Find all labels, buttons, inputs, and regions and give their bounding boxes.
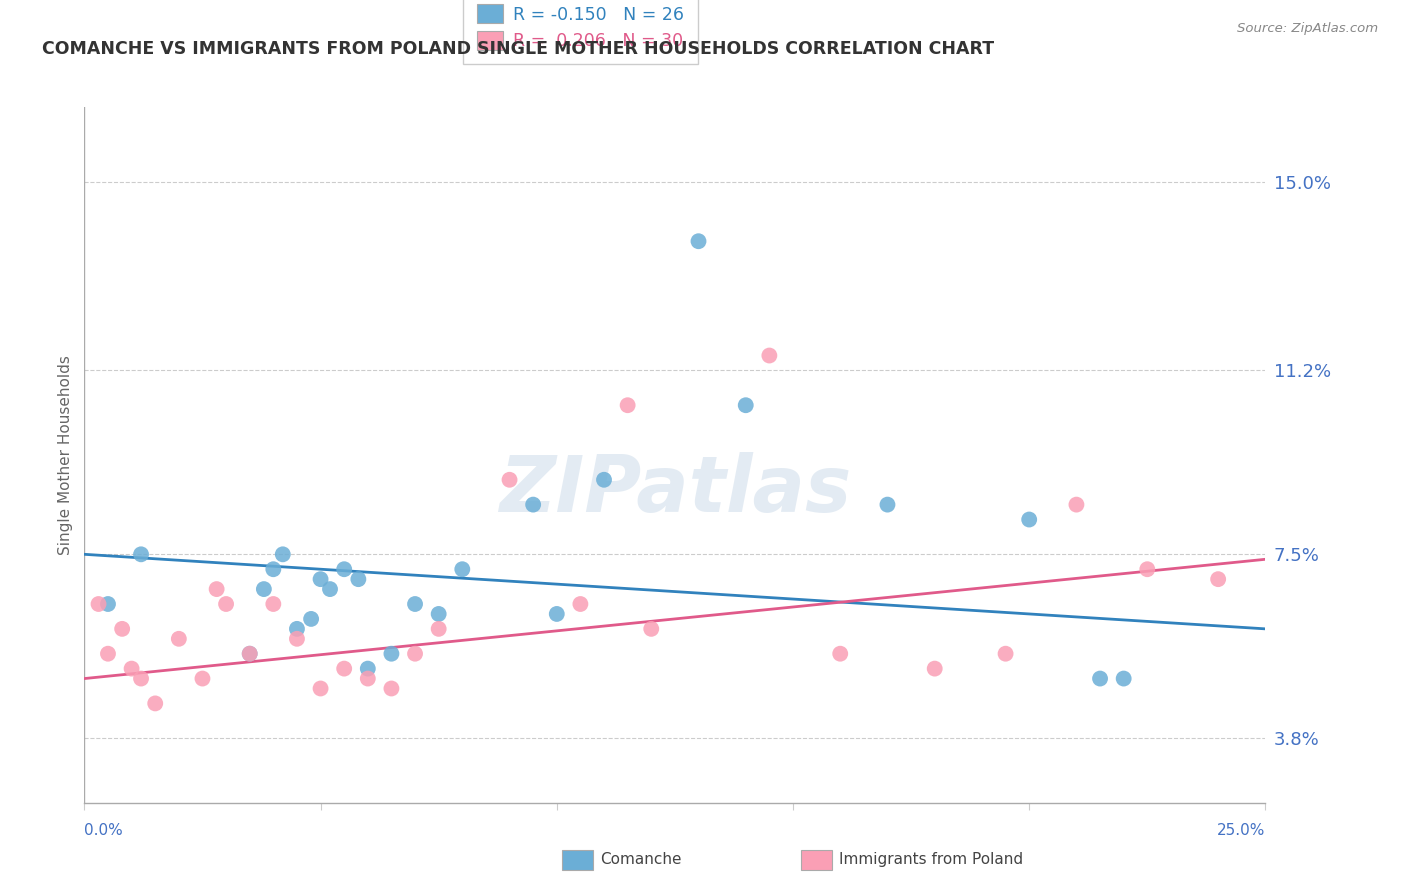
Point (994, 647, 1017, 661)
Point (271, 547, 294, 561)
Point (404, 597, 426, 611)
Point (129, 672, 152, 686)
Point (758, 349, 780, 363)
Point (1206, 572, 1229, 586)
Text: 0.0%: 0.0% (84, 822, 124, 838)
Point (143, 697, 166, 711)
Point (1136, 562, 1159, 576)
Point (347, 572, 370, 586)
Point (333, 562, 356, 576)
Point (309, 572, 332, 586)
Legend: R = -0.150   N = 26, R =  0.206   N = 30: R = -0.150 N = 26, R = 0.206 N = 30 (463, 0, 697, 63)
Point (285, 622, 308, 636)
Text: COMANCHE VS IMMIGRANTS FROM POLAND SINGLE MOTHER HOUSEHOLDS CORRELATION CHART: COMANCHE VS IMMIGRANTS FROM POLAND SINGL… (42, 40, 994, 58)
Point (357, 662, 380, 676)
Point (111, 622, 134, 636)
Point (1018, 512, 1040, 526)
Point (1112, 672, 1135, 686)
Point (1066, 498, 1088, 512)
Point (569, 597, 592, 611)
Point (285, 632, 308, 646)
Point (191, 672, 214, 686)
Point (333, 662, 356, 676)
Point (215, 597, 238, 611)
Point (239, 647, 262, 661)
Point (546, 607, 568, 621)
Point (498, 473, 520, 487)
Point (205, 582, 228, 596)
Point (616, 398, 638, 412)
Point (688, 234, 710, 248)
Point (380, 647, 402, 661)
Point (319, 582, 342, 596)
Point (129, 547, 152, 561)
Point (239, 647, 262, 661)
Point (262, 597, 284, 611)
Point (876, 498, 898, 512)
Text: Immigrants from Poland: Immigrants from Poland (839, 853, 1024, 867)
Point (593, 473, 616, 487)
Point (167, 632, 190, 646)
Text: ZIPatlas: ZIPatlas (499, 451, 851, 528)
Point (830, 647, 852, 661)
Point (924, 662, 946, 676)
Point (299, 612, 322, 626)
Point (97, 597, 120, 611)
Point (309, 681, 332, 696)
Point (427, 622, 450, 636)
Point (427, 607, 450, 621)
Point (121, 662, 143, 676)
Point (640, 622, 662, 636)
Text: Source: ZipAtlas.com: Source: ZipAtlas.com (1237, 22, 1378, 36)
Y-axis label: Single Mother Households: Single Mother Households (58, 355, 73, 555)
Point (404, 647, 426, 661)
Point (357, 672, 380, 686)
Point (97, 647, 120, 661)
Point (1088, 672, 1111, 686)
Text: Comanche: Comanche (600, 853, 682, 867)
Text: 25.0%: 25.0% (1218, 822, 1265, 838)
Point (253, 582, 276, 596)
Point (380, 681, 402, 696)
Point (522, 498, 544, 512)
Point (87, 597, 110, 611)
Point (262, 562, 284, 576)
Point (451, 562, 474, 576)
Point (734, 398, 756, 412)
